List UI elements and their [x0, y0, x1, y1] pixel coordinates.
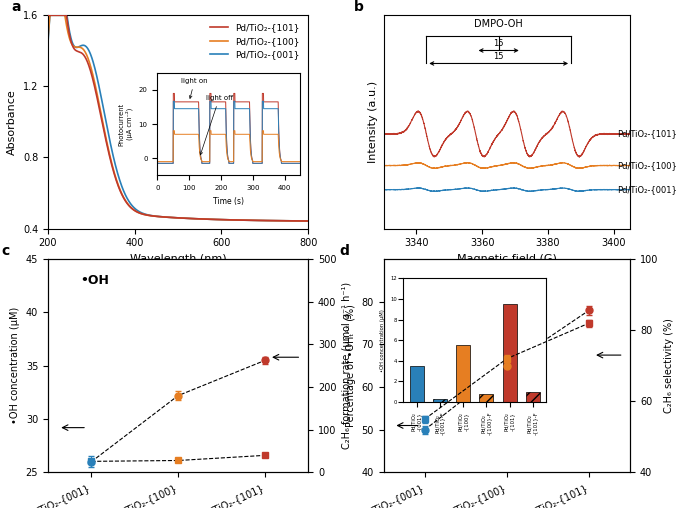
Y-axis label: Intensity (a.u.): Intensity (a.u.) — [368, 81, 378, 163]
X-axis label: Wavelength (nm): Wavelength (nm) — [129, 254, 227, 264]
Y-axis label: C₂H₆ formation rate (μmol g⁻¹ h⁻¹): C₂H₆ formation rate (μmol g⁻¹ h⁻¹) — [342, 282, 352, 449]
Text: DMPO-OH: DMPO-OH — [474, 19, 523, 29]
Text: 15: 15 — [493, 52, 504, 60]
Y-axis label: •OH concentration (μM): •OH concentration (μM) — [10, 307, 20, 424]
Y-axis label: Absorbance: Absorbance — [8, 89, 17, 155]
Text: c: c — [1, 244, 10, 258]
Text: 15: 15 — [493, 39, 504, 48]
Text: a: a — [12, 0, 21, 14]
Text: Pd/TiO₂-{100}: Pd/TiO₂-{100} — [617, 161, 677, 170]
Text: b: b — [354, 0, 364, 14]
Text: d: d — [339, 244, 349, 258]
Y-axis label: Percentage of •OHₜᴬˣ (%): Percentage of •OHₜᴬˣ (%) — [346, 304, 356, 427]
Legend: Pd/TiO₂-{101}, Pd/TiO₂-{100}, Pd/TiO₂-{001}: Pd/TiO₂-{101}, Pd/TiO₂-{100}, Pd/TiO₂-{0… — [207, 20, 303, 63]
Text: Pd/TiO₂-{101}: Pd/TiO₂-{101} — [617, 130, 677, 139]
X-axis label: Magnetic field (G): Magnetic field (G) — [457, 254, 557, 264]
Y-axis label: C₂H₆ selectivity (%): C₂H₆ selectivity (%) — [664, 319, 674, 413]
Text: •OH: •OH — [80, 274, 109, 287]
Text: Pd/TiO₂-{001}: Pd/TiO₂-{001} — [617, 185, 677, 194]
